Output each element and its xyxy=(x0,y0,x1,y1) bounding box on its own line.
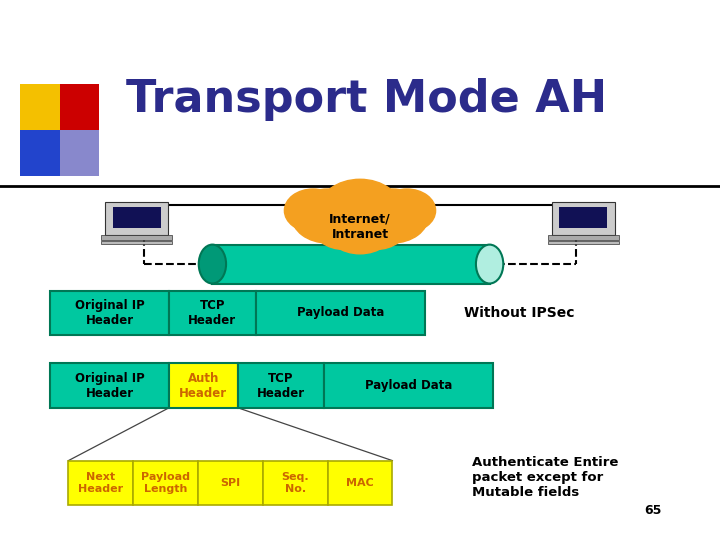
FancyBboxPatch shape xyxy=(169,291,256,335)
Text: Auth
Header: Auth Header xyxy=(179,372,228,400)
FancyBboxPatch shape xyxy=(256,291,425,335)
Text: 65: 65 xyxy=(644,504,662,517)
Text: Payload Data: Payload Data xyxy=(365,379,452,392)
Text: Seq.
No.: Seq. No. xyxy=(282,472,309,494)
Circle shape xyxy=(323,193,397,249)
Circle shape xyxy=(312,202,376,249)
Text: Payload
Length: Payload Length xyxy=(141,472,190,494)
Bar xyxy=(60,84,99,130)
Circle shape xyxy=(292,189,364,243)
FancyBboxPatch shape xyxy=(328,461,392,505)
FancyBboxPatch shape xyxy=(263,461,328,505)
FancyBboxPatch shape xyxy=(324,363,493,408)
Text: Original IP
Header: Original IP Header xyxy=(75,299,145,327)
Text: TCP
Header: TCP Header xyxy=(189,299,236,327)
Text: SPI: SPI xyxy=(220,478,240,488)
FancyBboxPatch shape xyxy=(68,461,133,505)
Bar xyxy=(20,84,60,130)
FancyBboxPatch shape xyxy=(50,291,169,335)
FancyBboxPatch shape xyxy=(238,363,324,408)
FancyBboxPatch shape xyxy=(212,245,490,284)
FancyBboxPatch shape xyxy=(101,240,173,245)
Bar xyxy=(20,130,60,176)
Text: TCP
Header: TCP Header xyxy=(257,372,305,400)
FancyBboxPatch shape xyxy=(133,461,198,505)
Text: Transport Mode AH: Transport Mode AH xyxy=(126,78,607,122)
Text: Internet/
Intranet: Internet/ Intranet xyxy=(329,213,391,241)
FancyBboxPatch shape xyxy=(548,240,619,245)
Circle shape xyxy=(378,189,436,232)
Text: MAC: MAC xyxy=(346,478,374,488)
FancyBboxPatch shape xyxy=(552,202,615,235)
Circle shape xyxy=(284,189,342,232)
FancyBboxPatch shape xyxy=(50,363,169,408)
Circle shape xyxy=(325,202,395,254)
Circle shape xyxy=(318,179,402,242)
FancyBboxPatch shape xyxy=(113,207,161,228)
Text: Authenticate Entire
packet except for
Mutable fields: Authenticate Entire packet except for Mu… xyxy=(472,456,618,500)
Text: Without IPSec: Without IPSec xyxy=(464,306,575,320)
FancyBboxPatch shape xyxy=(559,207,607,228)
Text: Payload Data: Payload Data xyxy=(297,306,384,319)
Bar xyxy=(60,130,99,176)
FancyBboxPatch shape xyxy=(198,461,263,505)
FancyBboxPatch shape xyxy=(548,235,619,240)
Text: Original IP
Header: Original IP Header xyxy=(75,372,145,400)
FancyBboxPatch shape xyxy=(105,202,168,235)
Ellipse shape xyxy=(199,245,226,284)
Circle shape xyxy=(344,202,408,249)
Circle shape xyxy=(356,189,428,243)
FancyBboxPatch shape xyxy=(169,363,238,408)
Text: Next
Header: Next Header xyxy=(78,472,123,494)
FancyBboxPatch shape xyxy=(101,235,173,240)
Ellipse shape xyxy=(476,245,503,284)
